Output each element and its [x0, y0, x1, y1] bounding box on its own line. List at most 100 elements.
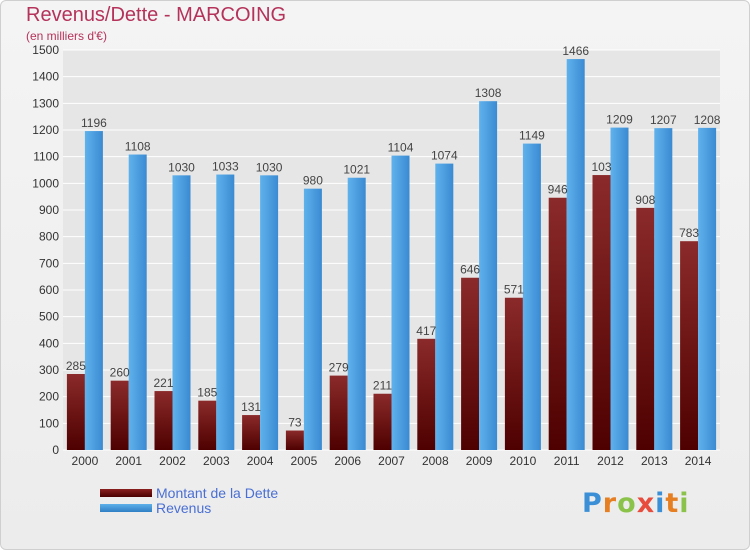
bar-dette: [373, 393, 392, 450]
bar-value-label: 1308: [475, 86, 502, 100]
bar-dette: [592, 175, 611, 451]
x-tick-label: 2003: [203, 454, 230, 468]
x-tick-label: 2000: [72, 454, 99, 468]
bar-dette: [504, 297, 523, 450]
x-tick-label: 2010: [510, 454, 537, 468]
bar-value-label: 1207: [650, 113, 677, 127]
bar-value-label: 1208: [694, 113, 721, 127]
legend-swatch-debt: [100, 489, 152, 497]
y-tick-label: 1400: [32, 70, 59, 84]
x-tick-label: 2001: [115, 454, 142, 468]
y-tick-label: 800: [39, 230, 59, 244]
bar-value-label: 417: [416, 324, 436, 338]
bar-dette: [66, 374, 85, 450]
bar-revenus: [479, 101, 498, 450]
bar-value-label: 646: [460, 263, 480, 277]
bar-value-label: 908: [635, 193, 655, 207]
logo-letter: o: [617, 488, 637, 519]
bar-value-label: 1030: [168, 160, 195, 174]
bar-value-label: 1196: [81, 116, 107, 130]
bar-dette: [680, 241, 699, 450]
logo-letter: i: [655, 488, 666, 519]
bar-revenus: [216, 174, 235, 451]
chart-subtitle: (en milliers d'€): [26, 29, 107, 43]
bar-revenus: [347, 177, 366, 450]
x-tick-label: 2013: [641, 454, 668, 468]
bar-value-label: 211: [373, 379, 392, 393]
bar-revenus: [260, 175, 279, 451]
x-axis-ticks: 2000 2001 2002 2003 2004 2005 2006 2007 2008 2009…: [72, 454, 712, 468]
chart-title: Revenus/Dette - MARCOING: [26, 4, 287, 26]
y-tick-label: 400: [39, 336, 59, 350]
bar-dette: [154, 391, 173, 450]
x-tick-label: 2002: [159, 454, 186, 468]
y-tick-label: 600: [39, 283, 59, 297]
bar-value-label: 783: [679, 226, 699, 240]
bar-dette: [417, 338, 436, 450]
bar-revenus: [128, 154, 147, 451]
bar-revenus: [391, 155, 410, 450]
bar-revenus: [435, 163, 454, 450]
bar-dette: [461, 277, 480, 450]
y-tick-label: 1000: [32, 176, 59, 190]
bar-revenus: [172, 175, 191, 451]
bar-value-label: 1030: [256, 160, 283, 174]
bar-value-label: 1108: [125, 140, 151, 154]
bar-value-label: 571: [504, 283, 524, 297]
logo-letter: i: [679, 488, 690, 519]
logo-letter: r: [602, 488, 618, 519]
bar-revenus: [654, 128, 673, 450]
x-tick-label: 2011: [554, 454, 580, 468]
bar-revenus: [566, 59, 585, 451]
bar-revenus: [610, 127, 629, 450]
bar-value-label: 260: [110, 366, 130, 380]
bar-dette: [329, 375, 348, 450]
y-tick-label: 1200: [32, 123, 59, 137]
bar-revenus: [84, 131, 103, 451]
y-tick-label: 0: [52, 443, 59, 457]
bar-value-label: 279: [329, 361, 349, 375]
y-tick-label: 700: [39, 256, 59, 270]
y-tick-label: 900: [39, 203, 59, 217]
bar-value-labels: 285 1196 260 1108 221 1030 185 1033 131 1030 73 980…: [66, 44, 721, 429]
bar-dette: [636, 207, 655, 450]
bar-dette: [110, 380, 129, 450]
legend-label-debt: Montant de la Dette: [156, 485, 279, 501]
logo-letter: x: [636, 488, 656, 519]
y-tick-label: 200: [39, 390, 59, 404]
bar-value-label: 1021: [343, 163, 370, 177]
bar-revenus: [522, 143, 541, 450]
bar-value-label: 285: [66, 359, 86, 373]
x-tick-label: 2006: [334, 454, 361, 468]
bar-value-label: 103: [591, 160, 611, 174]
bar-value-label: 73: [288, 416, 302, 430]
bar-value-label: 980: [303, 174, 323, 188]
bar-value-label: 1149: [519, 129, 545, 143]
y-axis-ticks: 0 100 200 300 400 500 600 700 800 900 1000 1100 1200…: [32, 43, 59, 457]
x-tick-label: 2014: [685, 454, 712, 468]
bar-value-label: 221: [153, 376, 173, 390]
y-tick-label: 1500: [32, 43, 59, 57]
x-tick-label: 2005: [291, 454, 318, 468]
bar-value-label: 1466: [562, 44, 589, 58]
bar-value-label: 1104: [388, 141, 414, 155]
y-tick-label: 100: [39, 416, 59, 430]
bar-dette: [548, 197, 567, 450]
bar-value-label: 1033: [212, 160, 239, 174]
bar-dette: [285, 430, 304, 450]
bar-revenus: [303, 188, 322, 450]
logo-letter: t: [665, 488, 680, 519]
y-tick-label: 1300: [32, 96, 59, 110]
x-tick-label: 2012: [597, 454, 624, 468]
legend-label-revenus: Revenus: [156, 500, 212, 516]
bar-value-label: 1074: [431, 149, 458, 163]
legend-swatch-revenus: [100, 504, 152, 512]
x-tick-label: 2004: [247, 454, 274, 468]
bar-dette: [198, 400, 217, 450]
y-tick-label: 300: [39, 363, 59, 377]
y-tick-label: 500: [39, 310, 59, 324]
x-tick-label: 2008: [422, 454, 449, 468]
bar-dette: [242, 415, 261, 450]
proxiti-logo: Proxiti: [582, 488, 690, 519]
